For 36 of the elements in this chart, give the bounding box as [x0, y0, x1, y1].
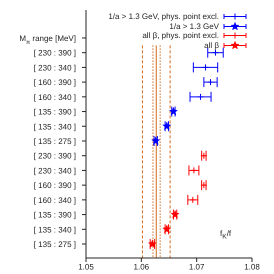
x-tick-label: 1.05 [78, 262, 94, 272]
legend-label: 1/a > 1.3 GeV [169, 22, 219, 32]
point [162, 122, 172, 130]
legend-label: all β, phys. point excl. [142, 31, 219, 41]
point [170, 210, 180, 218]
legend-label: all β [204, 40, 219, 50]
point [169, 107, 178, 116]
point [162, 224, 172, 233]
y-tick-label: [ 230 : 390 ] [34, 48, 76, 58]
point [151, 136, 160, 145]
x-tick-label: 1.06 [134, 262, 150, 272]
point [200, 182, 208, 189]
y-tick-label: [ 160 : 340 ] [34, 92, 76, 102]
y-tick-label: [ 160 : 390 ] [34, 78, 76, 88]
y-tick-label: [ 160 : 340 ] [34, 196, 76, 205]
y-tick-label: [ 135 : 390 ] [34, 210, 76, 220]
y-tick-label: M$_{π}$ range [MeV] [19, 34, 76, 46]
legend-label: 1/a > 1.3 GeV, phys. point excl. [108, 12, 219, 22]
y-tick-label: [ 135 : 275 ] [34, 240, 76, 250]
y-tick-label: [ 135 : 275 ] [34, 136, 76, 146]
annotation: f$_{K}$/f [220, 229, 232, 241]
point [200, 152, 208, 160]
point [148, 240, 157, 248]
x-tick-label: 1.08 [244, 262, 260, 272]
y-tick-label: [ 230 : 340 ] [34, 166, 76, 176]
x-tick-label: 1.07 [188, 262, 205, 272]
y-tick-label: [ 230 : 340 ] [34, 63, 76, 72]
y-tick-label: [ 135 : 390 ] [34, 108, 76, 117]
point [207, 78, 214, 86]
point [197, 93, 204, 100]
y-tick-label: [ 135 : 340 ] [34, 225, 76, 234]
point [202, 64, 210, 71]
point [212, 49, 219, 56]
y-tick-label: [ 230 : 390 ] [34, 152, 76, 161]
y-tick-label: [ 135 : 340 ] [34, 122, 76, 132]
y-tick-label: [ 160 : 390 ] [34, 181, 76, 190]
